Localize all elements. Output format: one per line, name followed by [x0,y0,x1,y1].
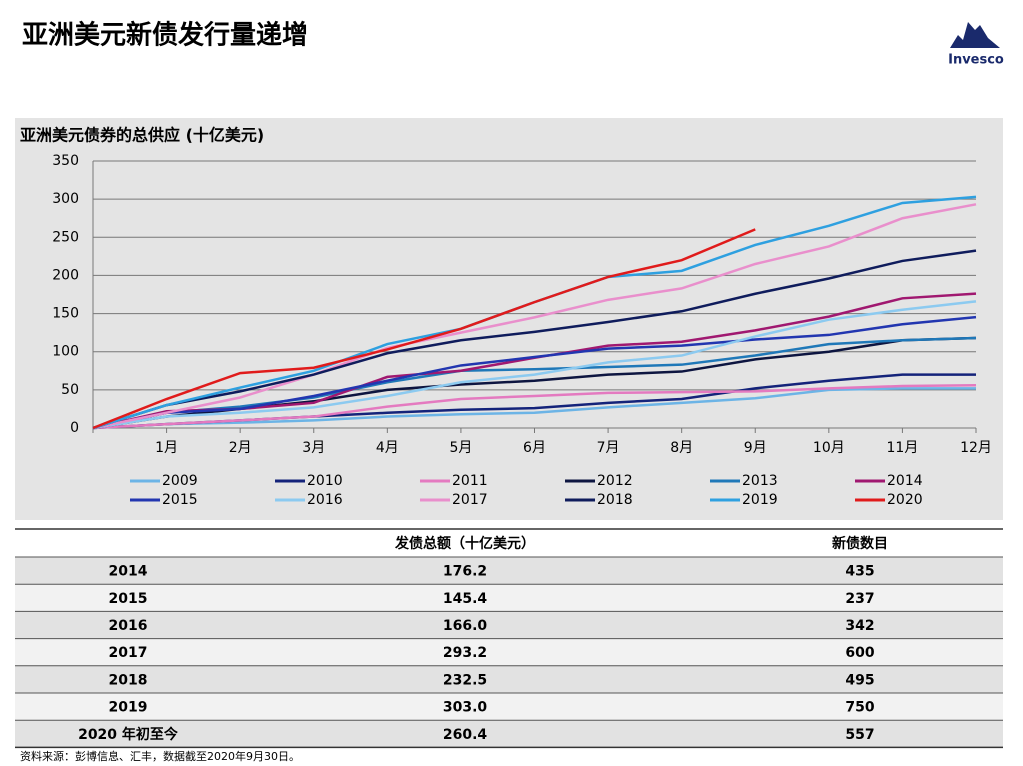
y-tick-label: 100 [52,344,79,360]
table-row [15,557,1003,585]
legend-label: 2011 [452,473,488,489]
table-cell: 750 [845,700,874,716]
legend-label: 2010 [307,473,343,489]
legend-label: 2019 [742,492,778,508]
series-line [92,384,977,430]
legend-label: 2013 [742,473,778,489]
legend-label: 2014 [887,473,923,489]
legend-label: 2015 [162,492,198,508]
x-tick-label: 1月 [155,440,178,456]
x-tick-label: 2月 [229,440,252,456]
table-cell: 2020 年初至今 [78,726,178,743]
x-tick-label: 3月 [302,440,325,456]
table-header: 发债总额（十亿美元） [394,535,535,552]
table-cell: 260.4 [443,727,488,743]
table-cell: 2015 [109,591,148,607]
table-cell: 557 [845,727,874,743]
y-tick-label: 300 [52,191,79,207]
table-row [15,611,1003,639]
table-cell: 2018 [109,672,148,688]
x-tick-label: 9月 [744,440,767,456]
table-cell: 495 [845,672,874,688]
table-cell: 237 [845,591,874,607]
series-line [92,249,977,430]
table-cell: 232.5 [443,672,487,688]
x-tick-label: 11月 [887,440,919,456]
y-tick-label: 50 [61,382,79,398]
x-tick-label: 10月 [813,440,845,456]
y-tick-label: 200 [52,267,79,283]
y-tick-label: 350 [52,153,79,169]
x-tick-label: 8月 [670,440,693,456]
x-tick-label: 4月 [376,440,399,456]
chart-title: 亚洲美元债券的总供应 (十亿美元) [20,126,264,145]
table-cell: 303.0 [443,700,488,716]
logo-text: Invesco [948,53,1004,68]
y-tick-label: 250 [52,229,79,245]
table-cell: 435 [845,564,874,580]
y-tick-label: 150 [52,306,79,322]
x-tick-label: 5月 [449,440,472,456]
legend-label: 2018 [597,492,633,508]
legend-label: 2016 [307,492,343,508]
table-cell: 600 [845,645,874,661]
table-cell: 145.4 [443,591,488,607]
chart-panel [15,118,1003,520]
series-line [92,228,756,430]
table-row [15,638,1003,666]
table-row [15,693,1003,721]
y-tick-label: 0 [70,420,79,436]
table-cell: 2014 [109,564,148,580]
x-tick-label: 12月 [960,440,992,456]
table-cell: 166.0 [443,618,488,634]
x-tick-label: 6月 [523,440,546,456]
series-line [92,300,977,430]
series-line [92,203,977,430]
table-row [15,720,1003,748]
table-header: 新债数目 [832,535,888,552]
table-cell: 342 [845,618,874,634]
x-tick-label: 7月 [597,440,620,456]
source-note: 资料来源：彭博信息、汇丰，数据截至2020年9月30日。 [20,749,300,763]
table-cell: 293.2 [443,645,487,661]
table-row [15,665,1003,693]
series-line [92,387,976,430]
table-cell: 2017 [109,645,148,661]
series-line [92,336,977,430]
table-cell: 2019 [109,700,148,716]
legend-label: 2017 [452,492,488,508]
series-line [92,315,977,430]
logo-mark [950,22,1000,48]
table-cell: 176.2 [443,564,487,580]
legend-label: 2012 [597,473,633,489]
legend-label: 2020 [887,492,923,508]
table-cell: 2016 [109,618,148,634]
legend-label: 2009 [162,473,198,489]
slide-title: 亚洲美元新债发行量递增 [22,20,308,51]
table-row [15,584,1003,612]
